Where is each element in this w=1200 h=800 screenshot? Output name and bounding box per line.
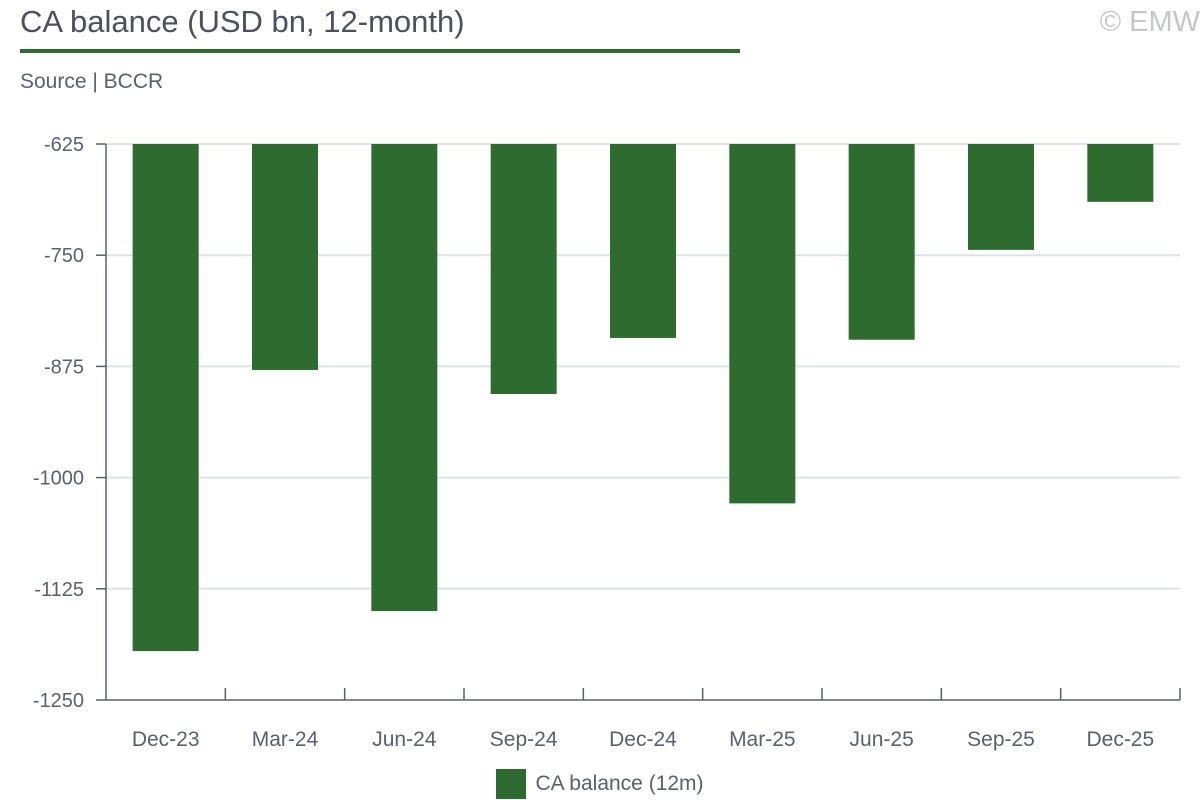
x-tick-label: Mar-25 — [729, 728, 796, 751]
title-underline — [20, 49, 740, 53]
legend-item: CA balance (12m) — [496, 769, 704, 799]
tick-labels: -625 -750 -875 -1000 -1125 -1250 Dec-23 Mar-24 J… — [33, 134, 1154, 751]
bar — [610, 144, 676, 338]
copyright-label: © EMW — [1099, 6, 1200, 38]
y-tick-label: -1250 — [33, 690, 84, 712]
bar — [729, 144, 796, 504]
bars — [132, 144, 1154, 652]
axes — [96, 143, 1181, 701]
bar — [490, 144, 557, 394]
x-tick-label: Jun-25 — [850, 728, 914, 751]
bar — [252, 144, 318, 370]
y-tick-label: -1000 — [33, 468, 84, 490]
x-tick-label: Dec-24 — [609, 728, 677, 751]
chart-title: CA balance (USD bn, 12-month) — [20, 4, 465, 39]
x-tick-label: Dec-23 — [132, 728, 200, 751]
bar — [371, 144, 438, 612]
x-tick-label: Dec-25 — [1086, 728, 1154, 751]
bar — [132, 144, 199, 652]
bar — [968, 144, 1034, 250]
bar — [1087, 144, 1154, 202]
chart-source: Source | BCCR — [20, 70, 164, 93]
y-tick-label: -625 — [44, 134, 84, 156]
y-tick-label: -875 — [44, 356, 84, 378]
legend-swatch — [496, 769, 527, 799]
y-tick-label: -1125 — [34, 579, 84, 601]
bar — [848, 144, 915, 340]
x-tick-label: Sep-25 — [967, 728, 1035, 751]
y-tick-label: -750 — [44, 245, 84, 267]
legend: CA balance (12m) — [0, 768, 1200, 800]
x-tick-label: Mar-24 — [252, 728, 319, 751]
x-tick-label: Jun-24 — [372, 728, 437, 751]
legend-label: CA balance (12m) — [535, 772, 704, 795]
x-tick-label: Sep-24 — [490, 728, 558, 751]
